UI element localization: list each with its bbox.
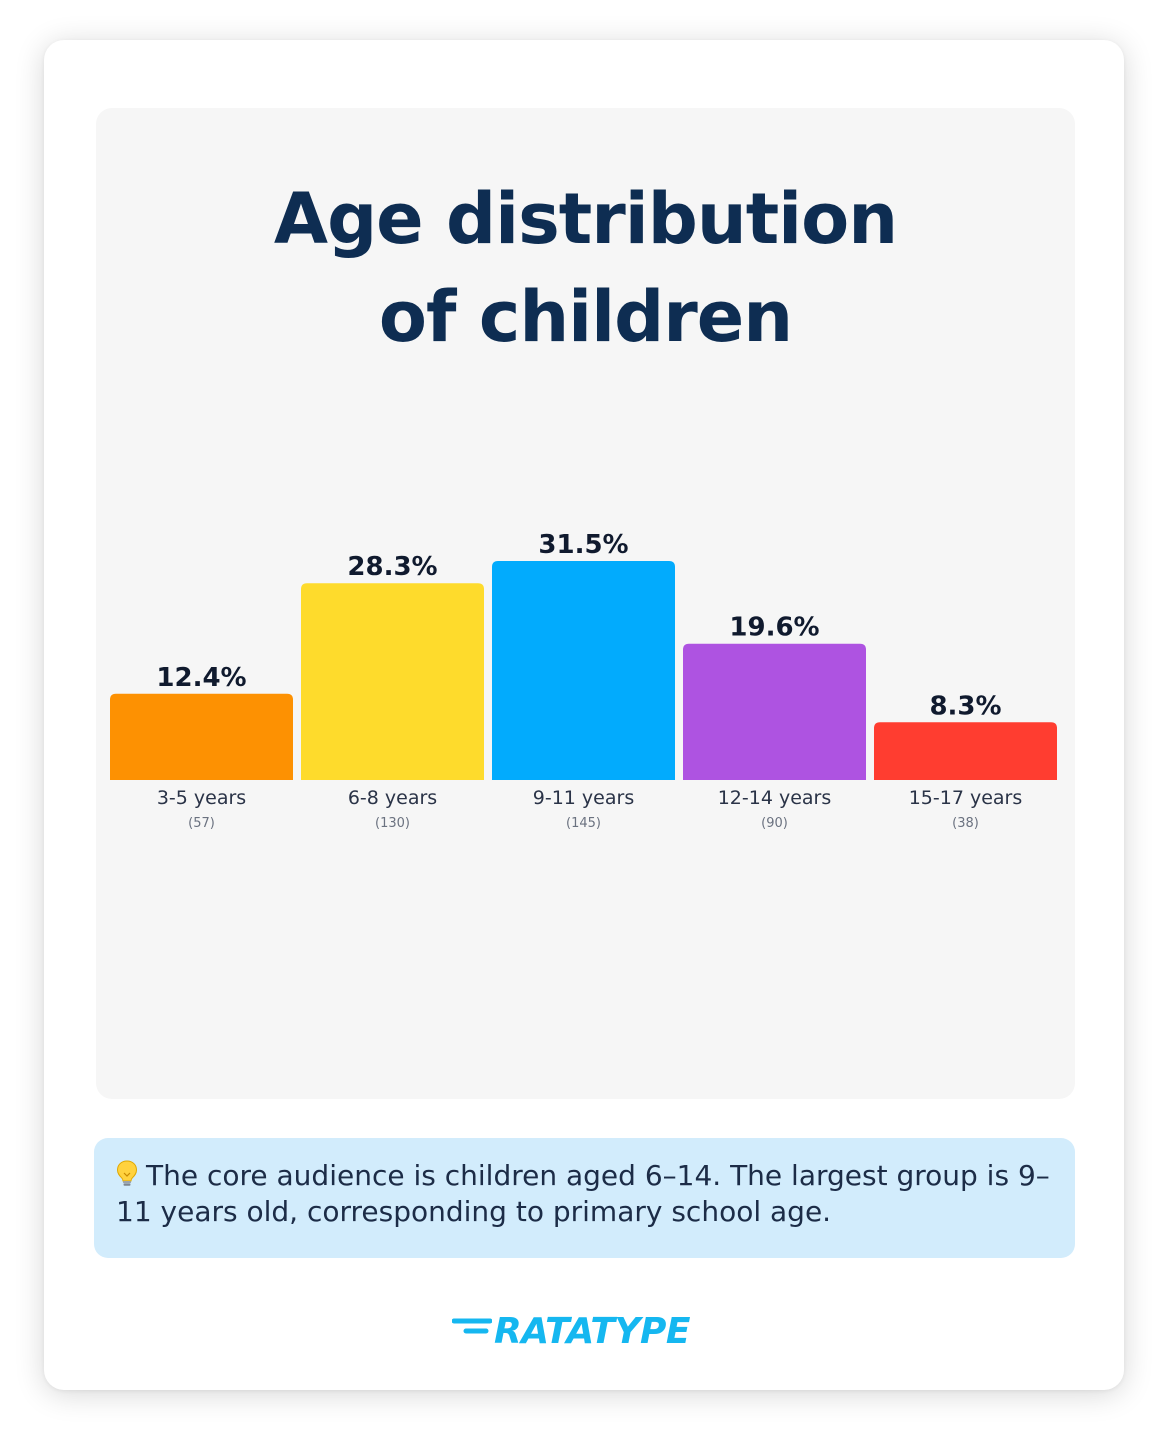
category-count-2: (130) (375, 816, 410, 831)
bar-value-label-2: 28.3% (347, 552, 437, 582)
bar-4 (683, 643, 866, 780)
category-count-1: (57) (188, 816, 215, 831)
chart-title-line-1: Age distribution (273, 178, 898, 260)
category-count-5: (38) (952, 816, 979, 831)
category-label-4: 12-14 years (718, 787, 832, 809)
bar-2 (301, 583, 484, 780)
category-label-2: 6-8 years (348, 787, 437, 809)
chart-title-line-2: of children (378, 276, 793, 358)
bar-value-label-1: 12.4% (156, 663, 246, 693)
bar-value-label-3: 31.5% (538, 530, 628, 560)
infographic-card: Age distribution of children 12.4% 3-5 ye… (44, 40, 1124, 1390)
bar-1 (110, 693, 293, 780)
bar-5 (874, 722, 1057, 780)
category-count-3: (145) (566, 816, 601, 831)
category-count-4: (90) (761, 816, 788, 831)
logo-speed-lines-icon (452, 1318, 492, 1334)
ratatype-logo[interactable]: RATATYPE (452, 1310, 722, 1354)
bar-chart: 12.4% 3-5 years (57) 28.3% 6-8 years (130) 31.… (110, 530, 1057, 831)
category-label-1: 3-5 years (157, 787, 246, 809)
category-label-5: 15-17 years (909, 787, 1023, 809)
lightbulb-icon (116, 1160, 138, 1186)
insight-note: The core audience is children aged 6–14.… (94, 1138, 1075, 1258)
logo-wordmark: RATATYPE (494, 1311, 690, 1352)
chart-title: Age distribution of children (96, 170, 1075, 366)
bar-value-label-5: 8.3% (929, 691, 1001, 721)
bar-value-label-4: 19.6% (729, 613, 819, 643)
category-label-3: 9-11 years (533, 787, 634, 809)
chart-panel: Age distribution of children 12.4% 3-5 ye… (96, 108, 1075, 1099)
insight-text: The core audience is children aged 6–14.… (116, 1159, 1050, 1228)
bar-3 (492, 561, 675, 780)
